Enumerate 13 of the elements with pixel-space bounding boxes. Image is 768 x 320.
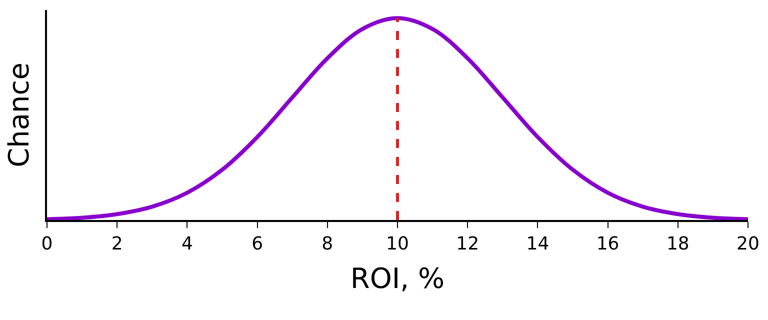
x-tick-label: 12 xyxy=(456,233,480,254)
x-axis-title: ROI, % xyxy=(350,262,445,295)
x-tick-label: 6 xyxy=(252,233,264,254)
x-tick-label: 0 xyxy=(41,233,53,254)
x-tick-label: 16 xyxy=(596,233,620,254)
x-tick-label: 14 xyxy=(526,233,550,254)
x-tick-label: 10 xyxy=(386,233,409,254)
x-tick-label: 2 xyxy=(111,233,123,254)
x-tick-label: 20 xyxy=(736,233,760,254)
x-tick-label: 8 xyxy=(322,233,334,254)
x-tick-label: 4 xyxy=(181,233,193,254)
y-axis-title: Chance xyxy=(2,62,36,168)
x-tick-label: 18 xyxy=(666,233,690,254)
